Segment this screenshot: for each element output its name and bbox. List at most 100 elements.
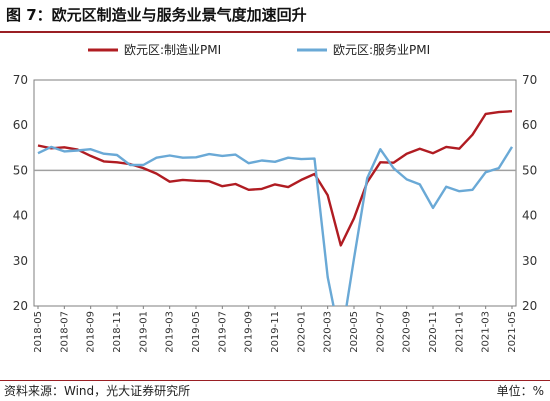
legend: 欧元区:制造业PMI 欧元区:服务业PMI bbox=[88, 42, 430, 57]
legend-label: 欧元区:制造业PMI bbox=[124, 43, 221, 57]
axes: 20 20 30 30 40 40 50 50 60 60 70 70 2018-05 2018-07 20… bbox=[13, 73, 538, 353]
data-point-services bbox=[472, 189, 474, 191]
data-point-services bbox=[301, 158, 303, 160]
y-tick-right: 70 bbox=[522, 73, 537, 87]
data-point-manufacturing bbox=[235, 183, 237, 185]
data-point-manufacturing bbox=[393, 162, 395, 164]
data-point-services bbox=[77, 150, 79, 152]
data-point-services bbox=[485, 171, 487, 173]
data-point-services bbox=[314, 158, 316, 160]
data-point-manufacturing bbox=[116, 162, 118, 164]
data-point-services bbox=[248, 162, 250, 164]
data-point-manufacturing bbox=[261, 188, 263, 190]
data-point-services bbox=[287, 157, 289, 159]
data-point-services bbox=[182, 157, 184, 159]
series-lines bbox=[37, 110, 514, 307]
data-point-services bbox=[156, 157, 158, 159]
x-tick-label: 2020-03 bbox=[323, 311, 334, 353]
x-tick-label: 2020-07 bbox=[375, 311, 386, 353]
data-point-manufacturing bbox=[274, 184, 276, 186]
data-point-manufacturing bbox=[511, 110, 513, 112]
x-tick-label: 2019-03 bbox=[165, 311, 176, 353]
x-tick-label: 2018-07 bbox=[59, 311, 70, 353]
x-tick-label: 2019-07 bbox=[217, 311, 228, 353]
data-point-services bbox=[103, 153, 105, 155]
series-line-manufacturing bbox=[37, 110, 513, 247]
y-tick-left: 20 bbox=[13, 299, 28, 313]
data-point-services bbox=[511, 146, 513, 148]
data-point-manufacturing bbox=[406, 153, 408, 155]
data-point-manufacturing bbox=[222, 185, 224, 187]
source-note: 资料来源：Wind，光大证券研究所 bbox=[4, 384, 191, 398]
data-point-manufacturing bbox=[90, 155, 92, 157]
data-point-manufacturing bbox=[432, 152, 434, 154]
y-tick-right: 30 bbox=[522, 254, 537, 268]
x-tick-label: 2020-09 bbox=[402, 311, 413, 353]
data-point-manufacturing bbox=[419, 148, 421, 150]
data-point-services bbox=[222, 155, 224, 157]
data-point-manufacturing bbox=[472, 134, 474, 136]
data-point-services bbox=[366, 177, 368, 179]
data-point-services bbox=[143, 164, 145, 166]
footer-rule bbox=[0, 380, 550, 381]
x-tick-label: 2020-11 bbox=[428, 311, 439, 353]
x-tick-label: 2021-01 bbox=[454, 311, 465, 353]
plot-frame bbox=[33, 79, 517, 307]
data-point-services bbox=[432, 207, 434, 209]
data-point-manufacturing bbox=[353, 218, 355, 220]
x-tick-label: 2021-03 bbox=[481, 311, 492, 353]
data-point-services bbox=[498, 167, 500, 169]
y-tick-left: 60 bbox=[13, 118, 28, 132]
x-tick-label: 2020-01 bbox=[296, 311, 307, 353]
data-point-manufacturing bbox=[37, 145, 39, 147]
data-point-services bbox=[459, 190, 461, 192]
chart-title: 图 7：欧元区制造业与服务业景气度加速回升 bbox=[6, 6, 307, 24]
data-point-services bbox=[195, 157, 197, 159]
data-point-manufacturing bbox=[103, 161, 105, 163]
data-point-services bbox=[393, 167, 395, 169]
x-tick-label: 2019-11 bbox=[270, 311, 281, 353]
data-point-services bbox=[208, 153, 210, 155]
data-point-services bbox=[406, 179, 408, 181]
x-tick-label: 2019-01 bbox=[138, 311, 149, 353]
data-point-services bbox=[90, 148, 92, 150]
data-point-manufacturing bbox=[301, 179, 303, 181]
y-tick-right: 20 bbox=[522, 299, 537, 313]
data-point-services bbox=[419, 184, 421, 186]
x-tick-label: 2018-09 bbox=[86, 311, 97, 353]
data-point-manufacturing bbox=[287, 186, 289, 188]
y-tick-left: 70 bbox=[13, 73, 28, 87]
data-point-manufacturing bbox=[169, 181, 171, 183]
data-point-manufacturing bbox=[445, 146, 447, 148]
data-point-manufacturing bbox=[327, 195, 329, 197]
data-point-services bbox=[64, 151, 66, 153]
data-point-manufacturing bbox=[380, 162, 382, 164]
x-tick-label: 2020-05 bbox=[349, 311, 360, 353]
data-point-services bbox=[37, 152, 39, 154]
data-point-services bbox=[261, 160, 263, 162]
y-tick-right: 60 bbox=[522, 118, 537, 132]
data-point-services bbox=[116, 154, 118, 156]
x-tick-label: 2019-05 bbox=[191, 311, 202, 353]
data-point-manufacturing bbox=[340, 245, 342, 247]
data-point-manufacturing bbox=[459, 148, 461, 150]
data-point-manufacturing bbox=[498, 111, 500, 113]
data-point-services bbox=[129, 164, 131, 166]
series-line-services bbox=[37, 145, 514, 306]
data-point-manufacturing bbox=[248, 189, 250, 191]
unit-note: 单位：% bbox=[496, 384, 544, 398]
x-tick-label: 2018-05 bbox=[33, 311, 44, 353]
data-point-manufacturing bbox=[195, 180, 197, 182]
data-point-services bbox=[274, 161, 276, 163]
data-point-services bbox=[340, 305, 342, 307]
title-rule bbox=[0, 31, 550, 33]
data-point-services bbox=[353, 258, 355, 260]
data-point-manufacturing bbox=[64, 147, 66, 149]
legend-label: 欧元区:服务业PMI bbox=[333, 42, 430, 57]
data-point-services bbox=[327, 276, 329, 278]
data-point-manufacturing bbox=[485, 113, 487, 115]
x-tick-label: 2019-09 bbox=[244, 311, 255, 353]
data-point-services bbox=[380, 148, 382, 150]
data-point-services bbox=[169, 155, 171, 157]
